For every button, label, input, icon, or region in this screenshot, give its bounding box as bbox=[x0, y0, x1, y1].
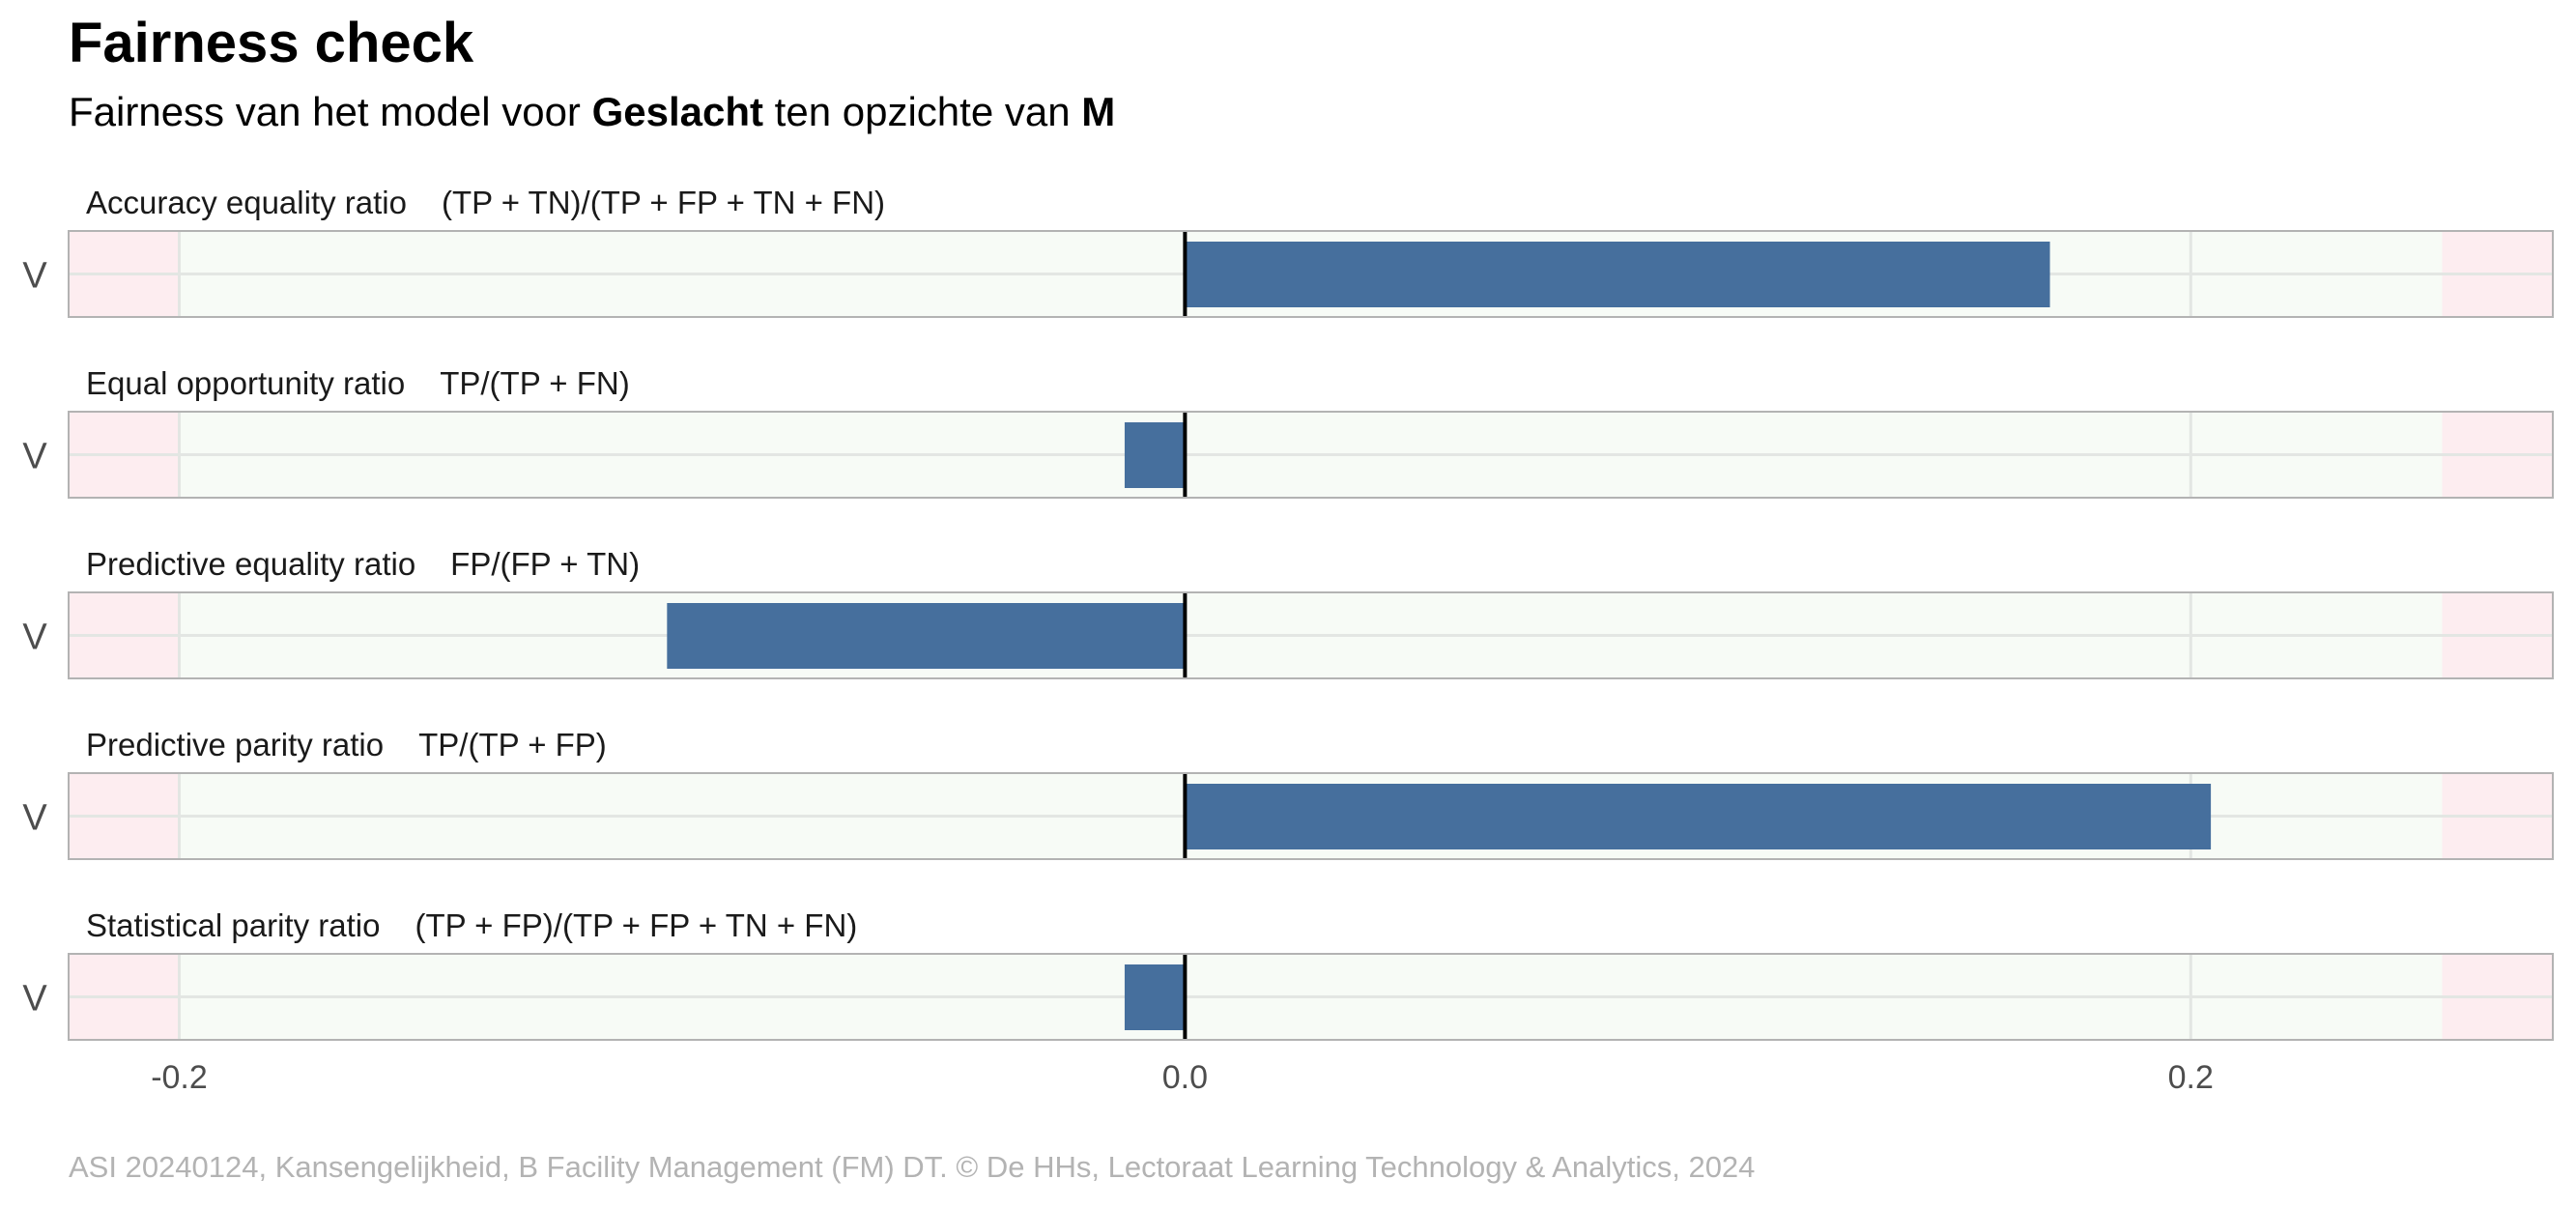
x-tick-label: -0.2 bbox=[151, 1059, 208, 1096]
x-tick-label: 0.2 bbox=[2168, 1059, 2214, 1096]
chart-title: Fairness check bbox=[69, 12, 474, 74]
panel-border bbox=[68, 953, 2554, 1041]
subtitle-reference: M bbox=[1081, 89, 1116, 134]
metric-name: Statistical parity ratio bbox=[86, 907, 380, 943]
facet-strip-label: Statistical parity ratio (TP + FP)/(TP + … bbox=[86, 907, 857, 943]
subtitle-variable: Geslacht bbox=[591, 89, 764, 134]
chart-caption: ASI 20240124, Kansengelijkheid, B Facili… bbox=[69, 1150, 1756, 1184]
metric-name: Predictive parity ratio bbox=[86, 727, 384, 762]
facet-strip-label: Equal opportunity ratio TP/(TP + FN) bbox=[86, 365, 630, 401]
metric-name: Equal opportunity ratio bbox=[86, 365, 405, 401]
y-tick-label: V bbox=[22, 979, 47, 1020]
panel-border bbox=[68, 230, 2554, 318]
bar bbox=[1185, 242, 2050, 307]
facet-strip-label: Predictive equality ratio FP/(FP + TN) bbox=[86, 546, 640, 582]
subtitle-middle: ten opzichte van bbox=[763, 89, 1082, 134]
metric-formula: (TP + TN)/(TP + FP + TN + FN) bbox=[442, 185, 885, 220]
x-tick-label: 0.0 bbox=[1162, 1059, 1208, 1096]
panel-border bbox=[68, 772, 2554, 860]
y-tick-label: V bbox=[22, 618, 47, 658]
y-tick-label: V bbox=[22, 437, 47, 477]
bar bbox=[1124, 422, 1186, 488]
metric-formula: (TP + FP)/(TP + FP + TN + FN) bbox=[415, 907, 857, 943]
y-tick-label: V bbox=[22, 256, 47, 297]
metric-formula: FP/(FP + TN) bbox=[450, 546, 640, 582]
panel-border bbox=[68, 591, 2554, 679]
facet-strip-label: Accuracy equality ratio (TP + TN)/(TP + F… bbox=[86, 185, 885, 220]
y-tick-label: V bbox=[22, 798, 47, 839]
metric-name: Predictive equality ratio bbox=[86, 546, 415, 582]
panel-border bbox=[68, 411, 2554, 499]
chart-subtitle: Fairness van het model voor Geslacht ten… bbox=[69, 83, 1115, 141]
subtitle-prefix: Fairness van het model voor bbox=[69, 89, 592, 134]
facet-strip-label: Predictive parity ratio TP/(TP + FP) bbox=[86, 727, 607, 762]
metric-formula: TP/(TP + FN) bbox=[440, 365, 630, 401]
metric-name: Accuracy equality ratio bbox=[86, 185, 407, 220]
bar bbox=[1185, 784, 2212, 849]
bar bbox=[1124, 964, 1186, 1030]
metric-formula: TP/(TP + FP) bbox=[418, 727, 607, 762]
bar bbox=[667, 603, 1186, 669]
